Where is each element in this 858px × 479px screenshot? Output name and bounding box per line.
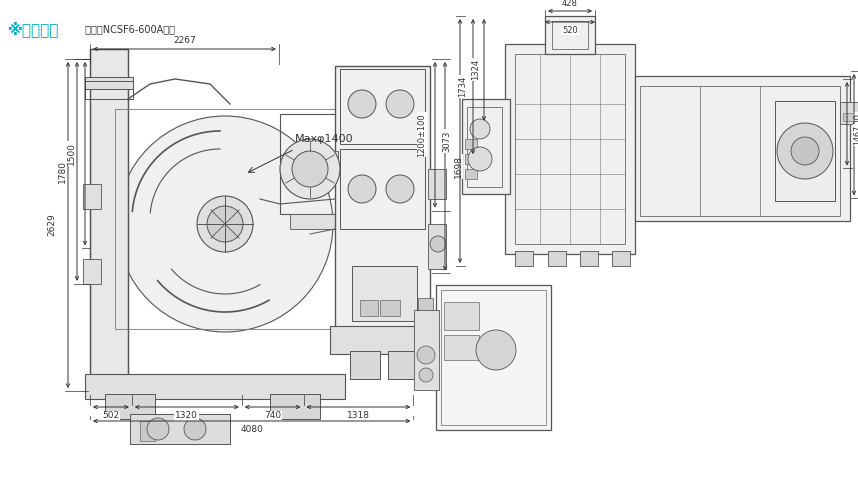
Circle shape xyxy=(386,90,414,118)
Text: 1100: 1100 xyxy=(854,113,858,134)
Bar xyxy=(85,374,345,399)
Circle shape xyxy=(417,346,435,364)
Text: 1324: 1324 xyxy=(472,59,480,80)
Text: 1467: 1467 xyxy=(854,125,858,145)
Circle shape xyxy=(470,119,490,139)
Bar xyxy=(548,251,566,266)
Circle shape xyxy=(791,137,819,165)
Bar xyxy=(330,326,435,354)
Bar xyxy=(467,107,502,187)
Bar xyxy=(280,114,345,214)
Bar xyxy=(352,266,417,321)
Circle shape xyxy=(147,418,169,440)
Text: 520: 520 xyxy=(562,25,578,34)
Bar xyxy=(436,285,551,430)
Bar xyxy=(465,139,477,149)
Bar xyxy=(360,300,378,316)
Text: 1320: 1320 xyxy=(175,411,198,421)
Bar xyxy=(428,169,446,199)
Bar xyxy=(640,86,840,216)
Bar xyxy=(90,49,128,389)
Bar xyxy=(775,101,835,201)
Bar xyxy=(290,214,335,229)
Text: Maxφ1400: Maxφ1400 xyxy=(295,134,353,144)
Bar xyxy=(635,76,850,221)
Circle shape xyxy=(184,418,206,440)
Bar xyxy=(444,335,479,360)
Circle shape xyxy=(348,90,376,118)
Bar xyxy=(418,298,433,310)
Bar xyxy=(90,49,128,389)
Bar xyxy=(350,351,380,379)
Bar xyxy=(318,151,338,169)
Bar xyxy=(83,184,101,209)
Circle shape xyxy=(476,330,516,370)
Bar xyxy=(414,310,439,390)
Circle shape xyxy=(292,151,328,187)
Bar xyxy=(83,259,101,284)
Bar xyxy=(505,44,635,254)
Circle shape xyxy=(117,116,333,332)
Text: ※外形尺寸: ※外形尺寸 xyxy=(8,21,59,37)
Circle shape xyxy=(430,236,446,252)
Bar xyxy=(85,77,133,89)
Circle shape xyxy=(386,175,414,203)
Circle shape xyxy=(280,139,340,199)
Bar xyxy=(380,300,400,316)
Text: 1200±100: 1200±100 xyxy=(418,113,426,157)
Bar xyxy=(462,99,510,194)
Text: 428: 428 xyxy=(562,0,578,8)
Bar xyxy=(843,113,853,121)
Bar xyxy=(340,149,425,229)
Text: 740: 740 xyxy=(264,411,281,421)
Text: 1500: 1500 xyxy=(67,142,76,165)
Bar xyxy=(105,394,155,419)
Text: 4080: 4080 xyxy=(240,425,263,434)
Text: 502: 502 xyxy=(102,411,119,421)
Bar xyxy=(270,394,320,419)
Circle shape xyxy=(348,175,376,203)
Bar xyxy=(612,251,630,266)
Bar xyxy=(115,109,335,329)
Bar xyxy=(130,414,230,444)
Text: 2629: 2629 xyxy=(47,214,57,236)
Bar xyxy=(335,66,430,331)
Text: 1698: 1698 xyxy=(454,155,462,178)
Bar xyxy=(140,421,155,441)
Bar xyxy=(552,21,588,49)
Circle shape xyxy=(777,123,833,179)
Text: 1734: 1734 xyxy=(458,76,468,97)
Text: 以常用NCSF6-600A展示: 以常用NCSF6-600A展示 xyxy=(82,24,175,34)
Bar xyxy=(545,16,595,54)
Circle shape xyxy=(419,368,433,382)
Bar xyxy=(465,154,477,164)
Bar xyxy=(85,81,133,99)
Bar xyxy=(840,102,858,124)
Circle shape xyxy=(468,147,492,171)
Text: 1318: 1318 xyxy=(347,411,370,421)
Text: 1780: 1780 xyxy=(57,160,67,183)
Bar xyxy=(428,224,446,269)
Bar xyxy=(580,251,598,266)
Bar xyxy=(465,169,477,179)
Bar xyxy=(340,69,425,144)
Text: 3073: 3073 xyxy=(443,130,451,152)
Bar xyxy=(515,54,625,244)
Bar xyxy=(444,302,479,330)
Circle shape xyxy=(207,206,243,242)
Bar xyxy=(441,290,546,425)
Text: 2267: 2267 xyxy=(173,35,196,45)
Circle shape xyxy=(197,196,253,252)
Bar xyxy=(388,351,418,379)
Bar xyxy=(515,251,533,266)
